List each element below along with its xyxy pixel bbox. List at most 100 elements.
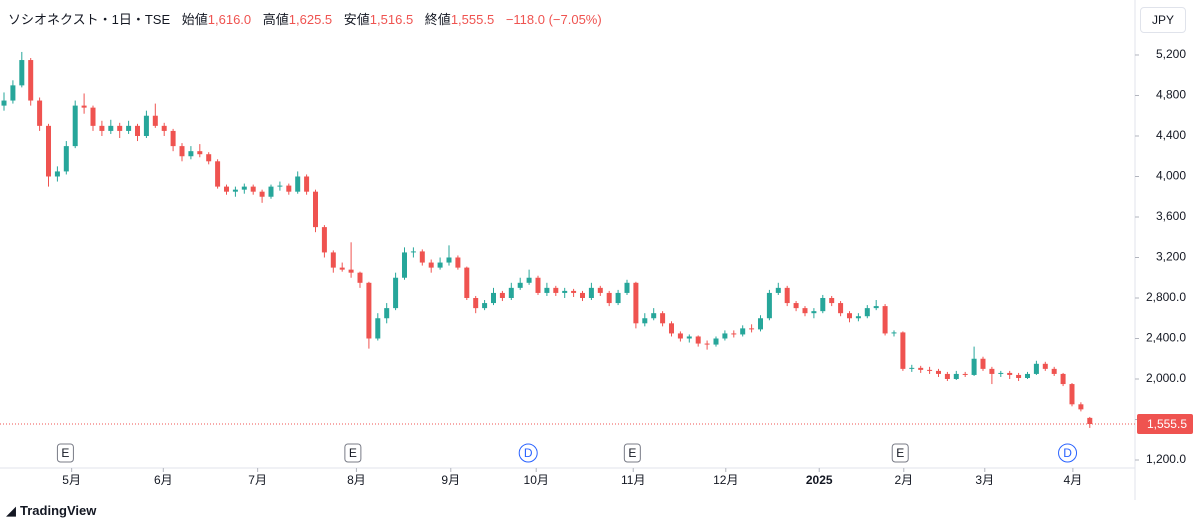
candle-body [757, 318, 763, 330]
candle-body [900, 332, 906, 369]
candle-body [455, 257, 461, 268]
candle-body [277, 185, 283, 187]
candle-body [971, 358, 977, 375]
candle-body [918, 367, 924, 370]
candle-body [1033, 363, 1039, 374]
candle-body [117, 125, 123, 131]
candle-body [909, 367, 915, 369]
ohlc-value: 1,625.5 [288, 12, 333, 27]
candle-body [784, 287, 790, 304]
candle-body [713, 338, 719, 345]
candle-body [152, 115, 158, 126]
candle-body [944, 373, 950, 379]
candle-body [401, 252, 407, 278]
candle-body [126, 125, 132, 131]
candle-body [1087, 417, 1093, 425]
candle-body [962, 373, 968, 375]
candle-body [437, 262, 443, 268]
candle-body [464, 267, 470, 298]
x-tick-label: 11月 [621, 473, 645, 487]
candle-body [90, 107, 96, 126]
candle-body [135, 125, 141, 136]
event-label: E [628, 446, 636, 460]
y-tick-label: 2,000.0 [1146, 371, 1186, 385]
candle-body [749, 328, 755, 330]
candle-body [980, 358, 986, 369]
ohlc-name: 終値 [424, 12, 451, 27]
change: −118.0 (−7.05%) [505, 12, 602, 27]
candle-body [553, 287, 559, 293]
candle-body [419, 251, 425, 263]
y-tick-label: 2,400.0 [1146, 331, 1186, 345]
x-tick-label: 7月 [248, 473, 267, 487]
candle-body [597, 287, 603, 293]
candle-body [668, 323, 674, 334]
currency-button[interactable]: JPY [1140, 7, 1186, 33]
candle-body [989, 368, 995, 374]
event-marker [891, 443, 909, 463]
ohlc-name: 高値 [262, 12, 289, 27]
candle-body [935, 370, 941, 374]
candle-body [473, 297, 479, 309]
x-tick-label: 3月 [975, 473, 994, 487]
candle-body [606, 292, 612, 304]
candle-body [482, 303, 488, 309]
candle-body [37, 100, 43, 126]
ohlc-name: 安値 [343, 12, 370, 27]
candle-body [304, 176, 310, 192]
candle-body [197, 151, 203, 155]
event-label: E [61, 446, 69, 460]
ohlc-name: 始値 [181, 12, 208, 27]
candle-body [927, 369, 933, 371]
candle-body [357, 272, 363, 283]
candle-body [393, 277, 399, 309]
candle-body [766, 292, 772, 319]
candle-body [46, 125, 52, 177]
event-marker [518, 443, 538, 463]
candle-body [250, 186, 256, 192]
event-marker [623, 443, 641, 463]
candle-body [1016, 374, 1022, 378]
ohlc-value: 1,616.0 [207, 12, 252, 27]
candle-body [953, 373, 959, 379]
candle-body [562, 290, 568, 293]
candle-body [54, 171, 60, 177]
candle-body [19, 60, 25, 86]
candle-body [615, 292, 621, 304]
candle-body [1024, 373, 1030, 378]
y-tick-label: 4,800 [1156, 88, 1186, 102]
legend-header: ソシオネクスト・1日・TSE 始値1,616.0 高値1,625.5 安値1,5… [8, 9, 610, 28]
candle-body [740, 328, 746, 335]
candle-body [686, 336, 692, 339]
x-tick-label: 8月 [347, 473, 366, 487]
last-price-label: 1,555.5 [1147, 417, 1187, 431]
candle-body [143, 115, 149, 136]
candle-body [384, 308, 390, 319]
candle-body [846, 313, 852, 319]
candle-body [10, 85, 16, 101]
candle-body [802, 308, 808, 314]
last-price-tag [1137, 414, 1193, 435]
candle-body [499, 292, 505, 298]
candle-body [882, 306, 888, 334]
candle-body [722, 333, 728, 339]
x-tick-label: 4月 [1064, 473, 1083, 487]
event-label: E [896, 446, 904, 460]
symbol: ソシオネクスト・1日・TSE [8, 12, 171, 27]
candle-body [793, 303, 799, 309]
y-tick-label: 4,400 [1156, 128, 1186, 142]
candle-body [348, 269, 354, 273]
candle-body [544, 287, 550, 293]
candle-body [855, 316, 861, 319]
candle-body [268, 186, 274, 197]
candle-body [508, 287, 514, 298]
candle-body [410, 251, 416, 253]
candle-body [535, 277, 541, 293]
candle-body [891, 332, 897, 334]
event-label: D [524, 446, 533, 460]
event-label: E [349, 446, 357, 460]
event-label: D [1063, 446, 1072, 460]
candle-body [695, 336, 701, 344]
